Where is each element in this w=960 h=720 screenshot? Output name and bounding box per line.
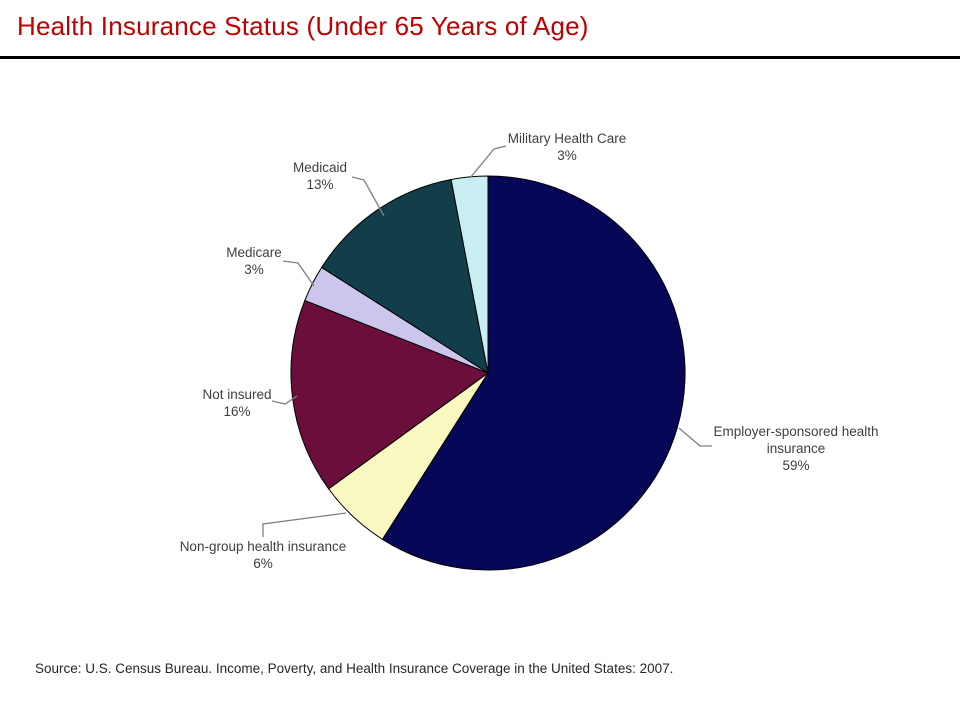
pie-slice-notinsured: [290, 299, 490, 490]
slice-label-not-insured: Not insured 16%: [167, 386, 307, 420]
leader-line-medicaid: [351, 176, 385, 217]
slice-label-percent: 59%: [782, 458, 810, 473]
slice-label-medicaid: Medicaid 13%: [260, 159, 380, 193]
slice-label-text: Medicaid: [292, 160, 348, 175]
slice-label-text: Military Health Care: [507, 131, 627, 146]
slice-label-percent: 3%: [557, 148, 577, 163]
pie-slice-medicaid: [320, 178, 489, 375]
slice-label-text: Not insured: [202, 387, 272, 402]
page-title: Health Insurance Status (Under 65 Years …: [17, 11, 589, 41]
slice-label-non-group: Non-group health insurance 6%: [141, 538, 385, 572]
source-citation: Source: U.S. Census Bureau. Income, Pove…: [35, 661, 674, 676]
slice-label-medicare: Medicare 3%: [194, 244, 314, 278]
slice-label-percent: 3%: [244, 262, 264, 277]
leader-line-military: [469, 145, 507, 179]
slice-label-percent: 13%: [306, 177, 334, 192]
leader-line-nongroup: [262, 512, 347, 537]
slice-label-employer-sponsored: Employer-sponsored health insurance 59%: [709, 423, 883, 474]
title-divider-line: [0, 56, 960, 59]
pie-slice-military: [450, 175, 489, 374]
pie-slice-employer: [381, 175, 686, 571]
slice-label-military-health-care: Military Health Care 3%: [487, 130, 647, 164]
slice-label-percent: 16%: [223, 404, 251, 419]
leader-line-medicare: [282, 260, 315, 287]
slice-label-percent: 6%: [253, 556, 273, 571]
leader-line-notinsured: [271, 395, 298, 405]
slice-label-text: Medicare: [226, 245, 282, 260]
slice-label-text: Non-group health insurance: [179, 539, 347, 554]
leader-line-employer: [678, 427, 712, 447]
slice-label-text: Employer-sponsored health insurance: [713, 424, 879, 456]
